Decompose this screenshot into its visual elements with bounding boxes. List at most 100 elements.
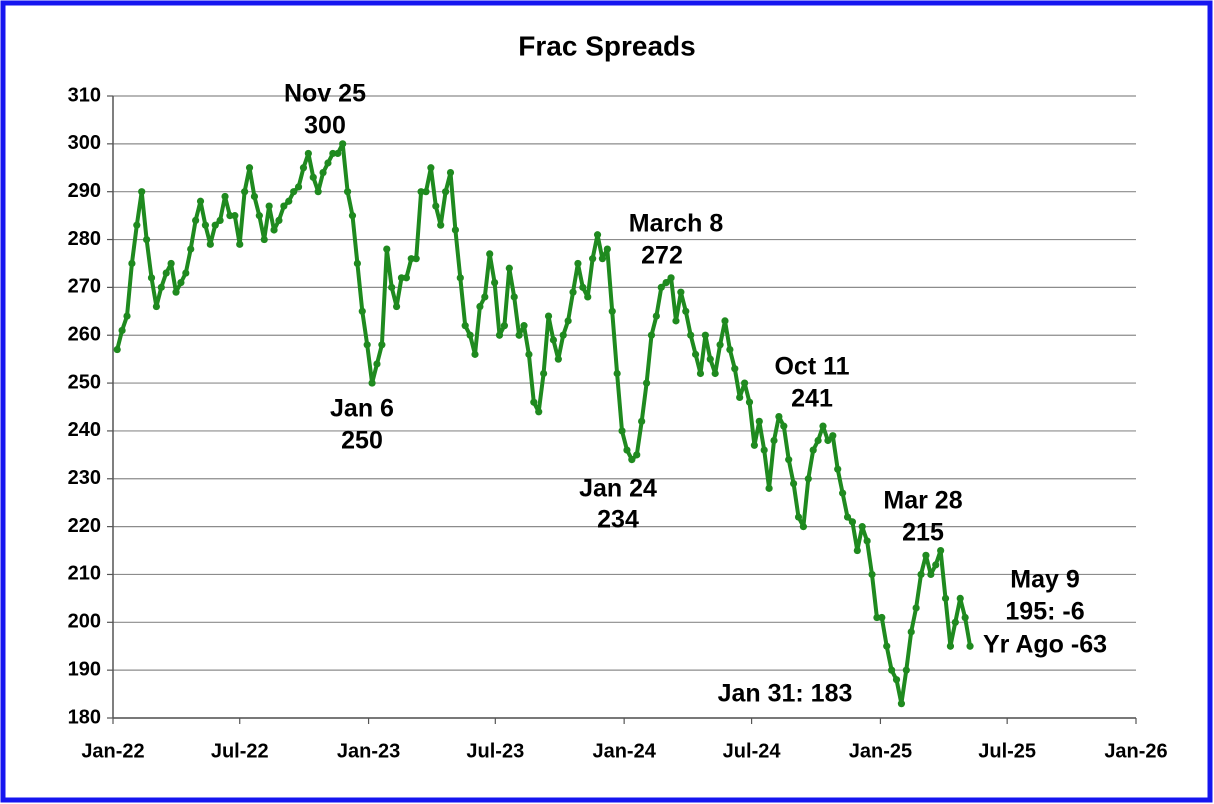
- x-tick-label: Jan-22: [81, 740, 144, 762]
- data-point: [863, 537, 871, 545]
- data-point: [628, 456, 636, 464]
- data-point: [461, 322, 469, 330]
- data-point: [221, 192, 229, 201]
- data-point: [216, 216, 224, 224]
- y-tick-label: 180: [68, 706, 101, 728]
- data-point: [633, 451, 641, 459]
- data-point: [687, 331, 695, 339]
- data-point: [358, 307, 366, 315]
- data-point: [211, 221, 219, 229]
- data-point: [892, 676, 901, 684]
- data-point: [574, 259, 582, 268]
- y-tick-label: 210: [68, 563, 101, 585]
- data-point: [147, 274, 156, 282]
- data-point: [618, 427, 626, 435]
- data-point: [740, 379, 749, 387]
- annotation: 250: [341, 427, 383, 455]
- data-point: [868, 570, 876, 579]
- data-point: [647, 331, 656, 339]
- annotation: Jan 6: [330, 395, 394, 423]
- data-point: [520, 322, 528, 330]
- data-point: [265, 202, 273, 210]
- data-point: [878, 613, 886, 622]
- data-point: [319, 168, 327, 177]
- data-point: [245, 164, 254, 172]
- data-point: [966, 642, 974, 650]
- x-tick-label: Jan-26: [1104, 740, 1167, 762]
- data-point: [736, 393, 744, 402]
- data-point: [334, 149, 342, 158]
- data-point: [143, 235, 151, 244]
- data-point: [392, 302, 401, 311]
- annotation: 300: [304, 112, 346, 140]
- data-point: [368, 379, 376, 387]
- data-point: [652, 312, 660, 320]
- data-point: [162, 269, 170, 277]
- data-point: [951, 618, 959, 626]
- data-point: [402, 274, 410, 282]
- data-point: [481, 293, 489, 301]
- y-tick-label: 190: [68, 658, 101, 680]
- data-point: [672, 317, 680, 325]
- data-point: [324, 159, 332, 167]
- data-point: [172, 288, 180, 296]
- data-point: [544, 312, 553, 320]
- data-point: [471, 350, 479, 358]
- data-point: [937, 546, 945, 555]
- y-tick-label: 290: [68, 180, 101, 202]
- data-point: [819, 422, 827, 430]
- data-point: [309, 173, 317, 181]
- data-point: [437, 221, 445, 229]
- data-point: [290, 188, 298, 196]
- data-point: [177, 279, 185, 287]
- data-point: [441, 188, 450, 196]
- data-point: [623, 446, 631, 454]
- data-point: [848, 518, 857, 526]
- x-tick-label: Jul-23: [466, 740, 524, 762]
- data-point: [843, 513, 852, 521]
- x-tick-label: Jul-22: [211, 740, 269, 762]
- data-point: [383, 245, 391, 253]
- data-point: [834, 465, 842, 473]
- data-point: [858, 523, 866, 531]
- annotation: 195: -6: [1005, 598, 1084, 626]
- data-point: [799, 523, 808, 531]
- data-point: [363, 341, 371, 349]
- data-point: [912, 604, 920, 612]
- data-point: [294, 183, 303, 191]
- y-tick-label: 300: [68, 132, 101, 154]
- data-point: [260, 235, 268, 244]
- x-tick-label: Jul-25: [978, 740, 1036, 762]
- annotation: March 8: [629, 210, 724, 238]
- data-point: [343, 188, 352, 196]
- data-point: [745, 398, 754, 406]
- data-point: [549, 336, 558, 344]
- annotation: Mar 28: [883, 487, 962, 515]
- data-point: [525, 350, 533, 358]
- data-point: [961, 613, 969, 622]
- data-point: [491, 279, 499, 287]
- data-point: [206, 240, 214, 248]
- data-point: [755, 417, 763, 425]
- data-point: [339, 140, 347, 148]
- data-point: [388, 283, 396, 291]
- y-tick-label: 240: [68, 419, 101, 441]
- data-point: [427, 164, 435, 172]
- data-point: [314, 188, 322, 196]
- data-point: [255, 212, 263, 220]
- data-point: [888, 666, 896, 674]
- data-point: [241, 188, 249, 196]
- data-point: [280, 202, 288, 210]
- data-point: [883, 642, 891, 650]
- y-tick-label: 200: [68, 611, 101, 633]
- annotation: 272: [641, 242, 683, 270]
- annotation: Jan 24: [579, 475, 657, 503]
- data-point: [373, 360, 381, 368]
- data-point: [353, 259, 361, 268]
- data-point: [128, 259, 136, 268]
- data-point: [510, 293, 518, 301]
- data-point: [446, 168, 455, 177]
- data-point: [770, 436, 778, 445]
- x-tick-label: Jan-25: [849, 740, 912, 762]
